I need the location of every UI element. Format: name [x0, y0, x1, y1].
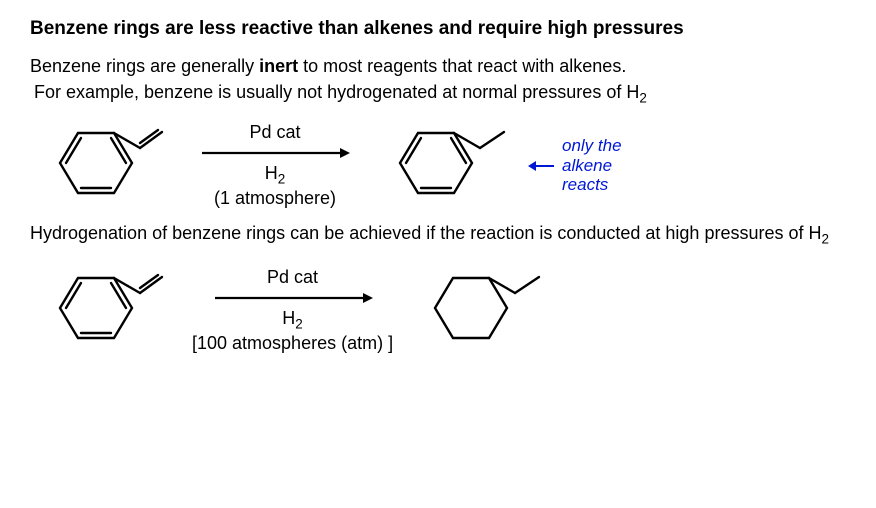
ethylcyclohexane-product: [415, 263, 545, 358]
reaction-1-arrow-block: Pd cat H2 (1 atmosphere): [200, 122, 350, 210]
reaction-1-condition: (1 atmosphere): [214, 188, 336, 209]
paragraph-1: Benzene rings are generally inert to mos…: [30, 54, 846, 78]
reaction-1-reagent: H2: [265, 163, 286, 187]
para2-sub: 2: [639, 91, 647, 106]
para1-b: to most reagents that react with alkenes…: [298, 56, 626, 76]
para1-bold: inert: [259, 56, 298, 76]
annotation-line-2: alkene: [562, 156, 622, 176]
reaction-1-arrow-icon: [200, 145, 350, 161]
page-title: Benzene rings are less reactive than alk…: [30, 18, 846, 40]
para3-a: Hydrogenation of benzene rings can be ac…: [30, 223, 822, 243]
reaction-2-arrow-block: Pd cat H2 [100 atmospheres (atm) ]: [192, 267, 393, 355]
annotation-line-3: reacts: [562, 175, 622, 195]
para3-sub: 2: [822, 232, 830, 247]
annotation: only the alkene reacts: [528, 136, 622, 195]
annotation-line-1: only the: [562, 136, 622, 156]
para2-a: For example, benzene is usually not hydr…: [34, 82, 639, 102]
para1-a: Benzene rings are generally: [30, 56, 259, 76]
reaction-1-reagent-symbol: H: [265, 163, 278, 183]
styrene-reactant: [40, 118, 170, 213]
reaction-2-condition: [100 atmospheres (atm) ]: [192, 333, 393, 354]
reaction-2-reagent: H2: [282, 308, 303, 332]
reaction-1-reagent-sub: 2: [278, 171, 286, 186]
ethylbenzene-product: [380, 118, 510, 213]
styrene-reactant-2: [40, 263, 170, 358]
reaction-1: Pd cat H2 (1 atmosphere): [40, 118, 846, 213]
paragraph-3: Hydrogenation of benzene rings can be ac…: [30, 221, 846, 249]
reaction-2-catalyst: Pd cat: [267, 267, 318, 288]
annotation-arrow-icon: [528, 158, 556, 174]
reaction-2: Pd cat H2 [100 atmospheres (atm) ]: [40, 263, 846, 358]
paragraph-2: For example, benzene is usually not hydr…: [30, 80, 846, 108]
reaction-2-arrow-icon: [213, 290, 373, 306]
reaction-2-reagent-sub: 2: [295, 316, 303, 331]
reaction-2-reagent-symbol: H: [282, 308, 295, 328]
reaction-1-catalyst: Pd cat: [249, 122, 300, 143]
